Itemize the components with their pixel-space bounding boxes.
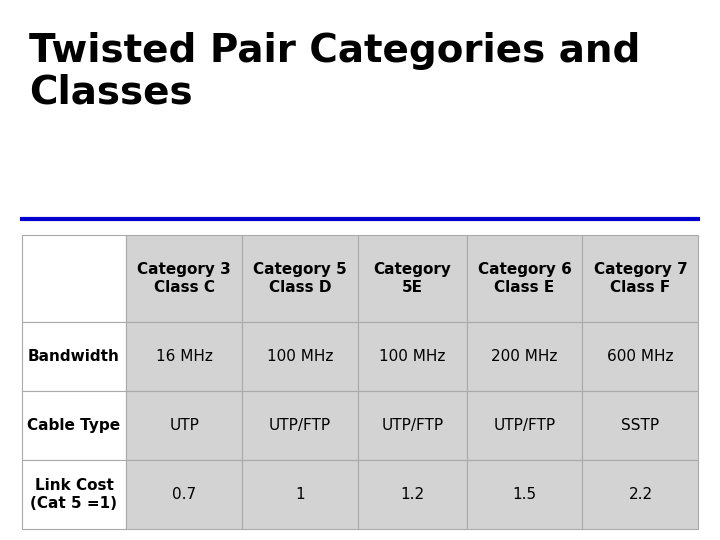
Bar [126, 391, 242, 460]
Bar [582, 391, 698, 460]
Bar [242, 460, 358, 529]
Bar [467, 322, 582, 391]
Text: 100 MHz: 100 MHz [379, 349, 446, 364]
Bar [22, 322, 126, 391]
Text: 0.7: 0.7 [172, 487, 197, 502]
Bar [467, 235, 582, 322]
Bar [582, 460, 698, 529]
Bar [467, 460, 582, 529]
Bar [22, 235, 126, 322]
Text: SSTP: SSTP [621, 418, 660, 433]
Text: 16 MHz: 16 MHz [156, 349, 212, 364]
Bar [126, 322, 242, 391]
Bar [242, 391, 358, 460]
Bar [467, 391, 582, 460]
Text: 200 MHz: 200 MHz [491, 349, 558, 364]
Text: UTP/FTP: UTP/FTP [269, 418, 331, 433]
Bar [358, 391, 467, 460]
Text: Twisted Pair Categories and
Classes: Twisted Pair Categories and Classes [29, 32, 640, 111]
Text: UTP/FTP: UTP/FTP [493, 418, 556, 433]
Text: Category
5E: Category 5E [374, 262, 451, 294]
Text: Bandwidth: Bandwidth [28, 349, 120, 364]
Bar [242, 322, 358, 391]
Text: 600 MHz: 600 MHz [607, 349, 674, 364]
Bar [358, 235, 467, 322]
Bar [22, 460, 126, 529]
Text: Category 6
Class E: Category 6 Class E [477, 262, 572, 294]
Bar [126, 235, 242, 322]
Text: Category 7
Class F: Category 7 Class F [593, 262, 688, 294]
Text: Cable Type: Cable Type [27, 418, 120, 433]
Bar [22, 391, 126, 460]
Text: Category 5
Class D: Category 5 Class D [253, 262, 347, 294]
Bar [582, 235, 698, 322]
Text: 1.5: 1.5 [513, 487, 536, 502]
Bar [126, 460, 242, 529]
Bar [242, 235, 358, 322]
Bar [582, 322, 698, 391]
Text: Link Cost
(Cat 5 =1): Link Cost (Cat 5 =1) [30, 478, 117, 511]
Text: 2.2: 2.2 [629, 487, 652, 502]
Text: 1: 1 [295, 487, 305, 502]
Text: Category 3
Class C: Category 3 Class C [138, 262, 231, 294]
Bar [358, 322, 467, 391]
Text: 1.2: 1.2 [400, 487, 424, 502]
Text: UTP: UTP [169, 418, 199, 433]
Bar [358, 460, 467, 529]
Text: 100 MHz: 100 MHz [267, 349, 333, 364]
Text: UTP/FTP: UTP/FTP [382, 418, 444, 433]
